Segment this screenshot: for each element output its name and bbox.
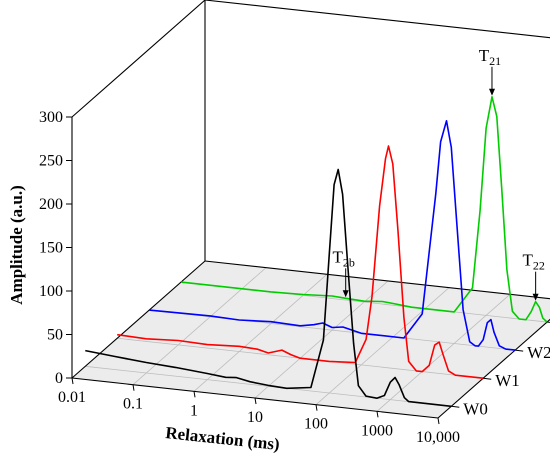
- floor-grid-line: [132, 267, 267, 385]
- floor-plane: [72, 261, 550, 418]
- x-tick-label: 10: [247, 409, 263, 426]
- annotation-arrowhead: [532, 293, 539, 301]
- y-tick-label: 100: [39, 283, 63, 300]
- y-tick-label: 300: [39, 109, 63, 126]
- x-tick-label: 10,000: [416, 429, 460, 446]
- y-tick-label: 0: [55, 370, 63, 387]
- x-tick-label: 1000: [361, 422, 393, 439]
- series-label: W0: [463, 399, 488, 418]
- wall-edge: [71, 0, 206, 118]
- chart-floor: [71, 260, 550, 419]
- x-axis-title: Relaxation (ms): [165, 423, 281, 454]
- series-label-tick: [515, 349, 524, 352]
- x-tick-mark: [193, 391, 196, 398]
- series-label: W2: [527, 343, 550, 362]
- x-tick-label: 100: [304, 416, 328, 433]
- x-tick-mark: [254, 397, 257, 405]
- annotation-label: T2b: [333, 247, 355, 269]
- series-line-w0: [85, 168, 452, 408]
- x-tick-label: 0.01: [58, 389, 86, 406]
- annotation-arrowhead: [342, 290, 349, 298]
- x-tick-label: 0.1: [123, 396, 143, 413]
- x-tick-mark: [315, 404, 318, 411]
- series-label: W1: [495, 371, 520, 390]
- x-tick-label: 1: [190, 402, 198, 419]
- series-line-w1: [117, 145, 484, 379]
- y-axis-title: Amplitude (a.u.): [7, 185, 26, 304]
- chart-series: [85, 66, 550, 408]
- y-tick-label: 250: [39, 153, 63, 170]
- y-tick-label: 50: [47, 327, 63, 344]
- series-line-w3: [181, 96, 548, 323]
- floor-grid-line: [85, 365, 452, 407]
- x-tick-mark: [71, 377, 74, 385]
- series-line-w2: [149, 120, 516, 351]
- annotation-label: T22: [522, 251, 544, 273]
- series-label-tick: [483, 377, 492, 380]
- x-tick-mark: [376, 411, 379, 418]
- x-tick-mark: [132, 384, 135, 391]
- wall-edge: [204, 0, 550, 39]
- chart-walls: [66, 0, 550, 425]
- y-tick-label: 200: [39, 196, 63, 213]
- series-label-tick: [546, 321, 550, 323]
- x-tick-mark: [437, 417, 440, 425]
- floor-edge: [437, 318, 550, 419]
- annotation-label: T21: [479, 46, 501, 68]
- series-label-tick: [451, 405, 460, 408]
- floor-grid-line: [315, 287, 450, 405]
- floor-grid-line: [149, 309, 516, 351]
- floor-edge: [71, 260, 206, 379]
- floor-grid-line: [376, 294, 511, 412]
- y-tick-label: 150: [39, 240, 63, 257]
- annotation-arrowhead: [489, 88, 495, 96]
